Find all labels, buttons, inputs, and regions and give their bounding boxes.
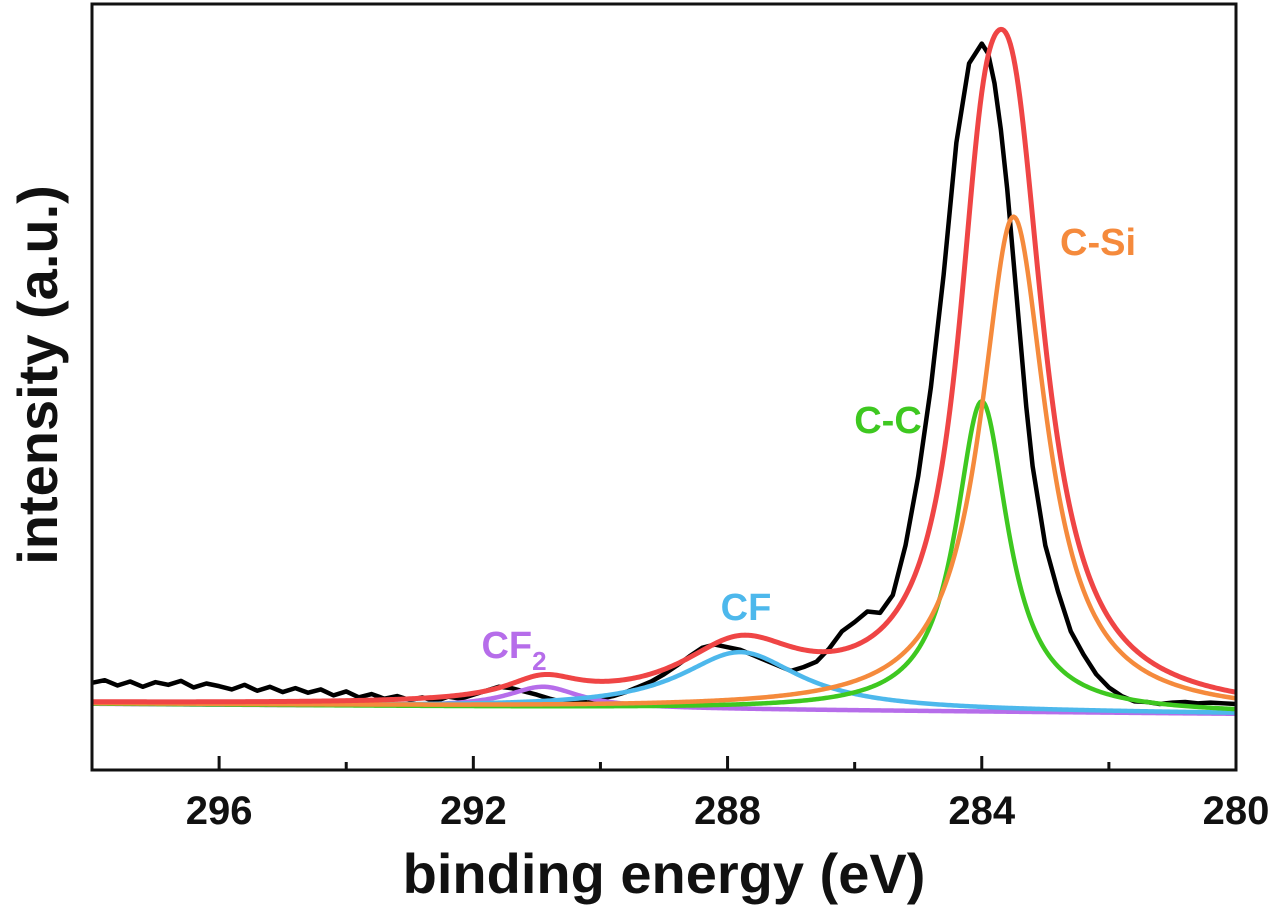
x-axis-title: binding energy (eV) xyxy=(403,842,926,905)
peak-label-c-c: C-C xyxy=(854,400,922,442)
x-tick-label-288: 288 xyxy=(694,789,761,833)
series-raw-data xyxy=(91,41,1237,707)
y-axis-title: intensity (a.u.) xyxy=(6,185,69,565)
peak-label-cf: CF xyxy=(721,587,772,629)
x-tick-label-296: 296 xyxy=(186,789,253,833)
x-tick-label-284: 284 xyxy=(948,789,1015,833)
x-tick-label-292: 292 xyxy=(440,789,507,833)
series-envelope-fit xyxy=(91,26,1237,705)
series-fit-c-c xyxy=(91,399,1237,712)
plot-frame xyxy=(90,2,1238,772)
plot-area xyxy=(91,26,1237,717)
peak-label-cf2: CF2 xyxy=(481,625,546,676)
series-fit-c-si xyxy=(91,214,1237,707)
x-axis-ticks: 296 292 288 284 280 xyxy=(90,756,1270,833)
peak-label-c-si: C-Si xyxy=(1060,222,1136,264)
x-tick-label-280: 280 xyxy=(1203,789,1270,833)
